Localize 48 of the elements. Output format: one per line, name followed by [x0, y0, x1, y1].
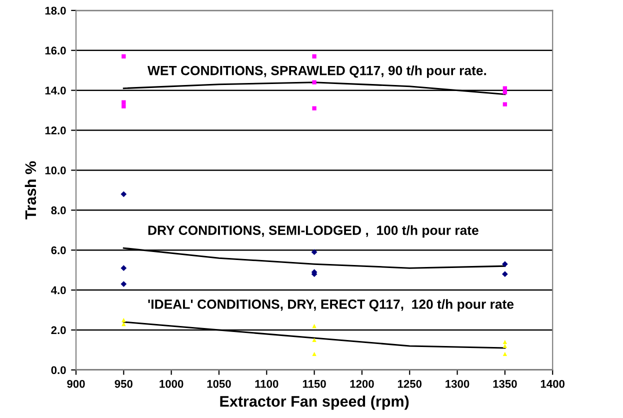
y-tick-label: 12.0 [45, 126, 66, 134]
x-tick-label: 950 [114, 380, 132, 388]
point [502, 340, 508, 344]
point [120, 191, 127, 198]
x-tick-label: 1250 [398, 380, 422, 388]
x-tick-label: 1300 [446, 380, 470, 388]
x-tick-label: 1400 [540, 380, 565, 388]
point [312, 338, 316, 342]
x-tick-label: 1050 [207, 380, 231, 388]
x-tick-label: 1100 [255, 380, 278, 388]
annotation: 'IDEAL' CONDITIONS, DRY, ERECT Q117, 120 t/h pour rate [148, 299, 514, 312]
point [502, 261, 508, 268]
y-tick-label: 8.0 [51, 206, 66, 214]
point [122, 322, 126, 326]
y-tick-label: 10.0 [45, 166, 66, 174]
point [312, 80, 316, 84]
point [312, 106, 316, 110]
x-axis-title: Extractor Fan speed (rpm) [220, 396, 409, 410]
point [312, 324, 316, 328]
point [502, 102, 508, 106]
y-tick-label: 0.0 [51, 366, 66, 374]
point [502, 352, 508, 356]
point [122, 100, 126, 104]
x-tick-label: 1350 [493, 380, 517, 388]
annotation: WET CONDITIONS, SPRAWLED Q117, 90 t/h pour rate. [148, 66, 486, 78]
point [120, 281, 127, 287]
point [502, 90, 508, 94]
point [120, 265, 127, 272]
y-tick-label: 4.0 [51, 286, 66, 294]
x-tick-label: 1000 [160, 380, 184, 388]
point [311, 249, 318, 256]
point [122, 104, 126, 108]
y-axis-title: Trash % [24, 161, 36, 220]
point [122, 318, 126, 322]
point [312, 54, 316, 58]
point [312, 352, 316, 356]
point [122, 54, 126, 58]
y-tick-label: 2.0 [51, 326, 66, 334]
x-tick-label: 900 [67, 380, 85, 388]
y-tick-label: 14.0 [45, 86, 66, 94]
y-tick-label: 16.0 [45, 46, 66, 55]
x-tick-label: 1200 [350, 380, 374, 388]
y-tick-label: 18.0 [45, 6, 66, 15]
point [502, 344, 508, 348]
y-tick-label: 6.0 [51, 246, 66, 254]
x-tick-label: 1150 [302, 380, 326, 388]
annotation: DRY CONDITIONS, SEMI-LODGED , 100 t/h pour rate [148, 225, 478, 238]
point [502, 271, 508, 278]
